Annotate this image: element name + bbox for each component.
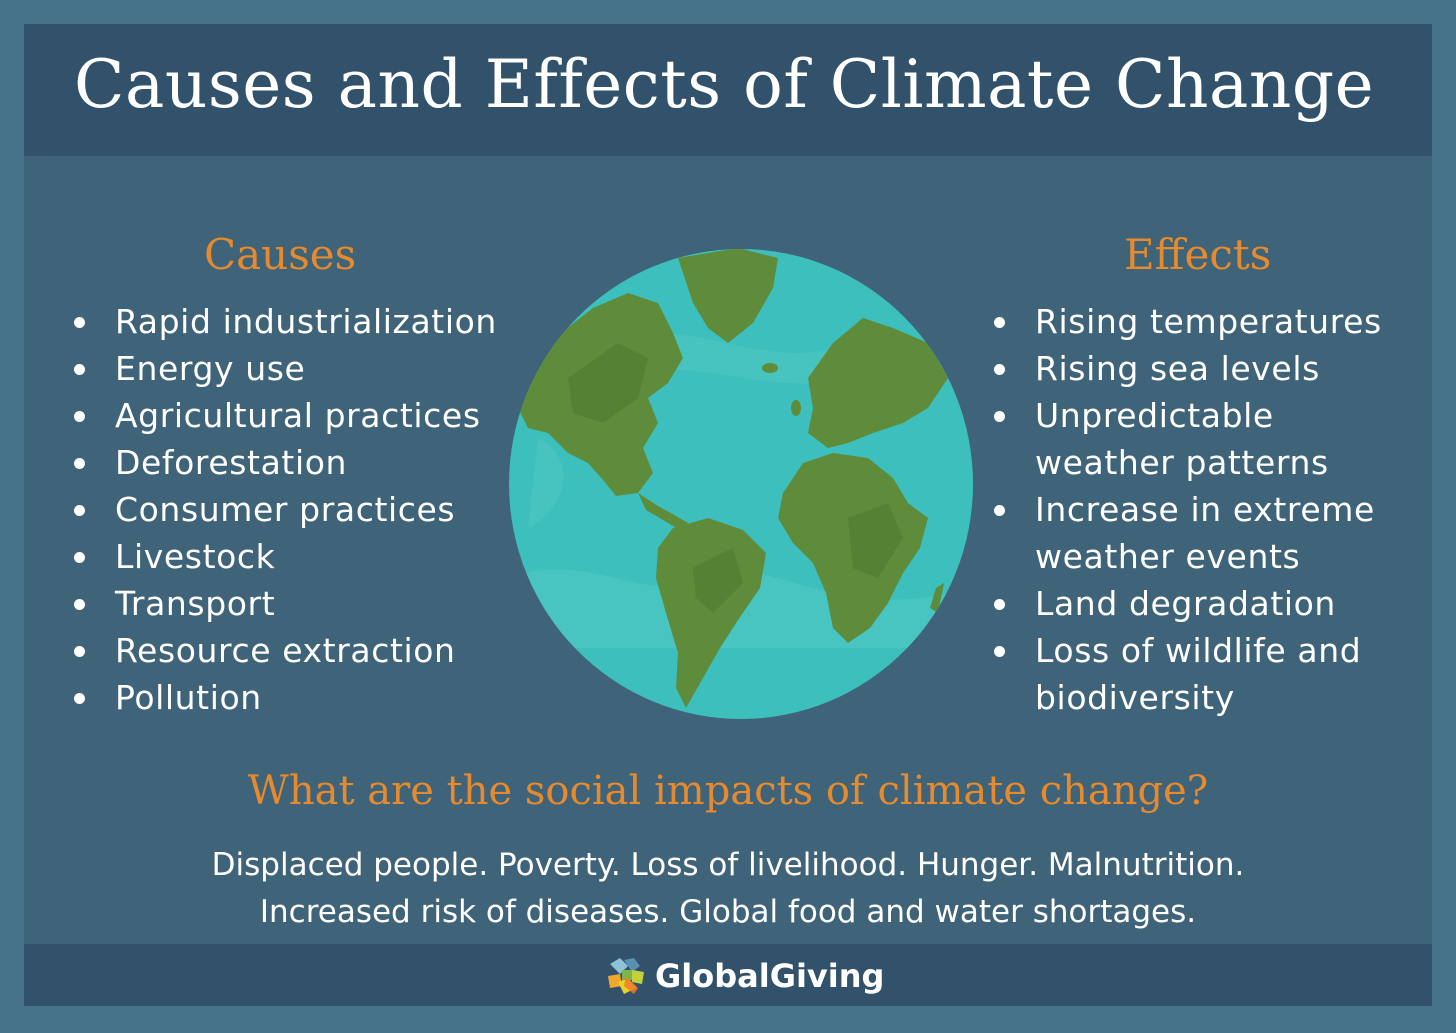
cause-item: Agricultural practices (49, 392, 519, 439)
globalgiving-logo-icon (608, 958, 644, 994)
cause-item: Transport (49, 580, 519, 627)
effect-item: Unpredictable weather patterns (969, 392, 1335, 486)
globalgiving-logo: GlobalGiving (606, 956, 884, 996)
social-impacts-text: Displaced people. Poverty. Loss of livel… (24, 842, 1432, 936)
effect-item: Rising temperatures (969, 298, 1409, 345)
effect-item: Rising sea levels (969, 345, 1409, 392)
effects-list: Rising temperatures Rising sea levels Un… (969, 298, 1409, 721)
earth-globe-icon (509, 249, 973, 719)
cause-item: Energy use (49, 345, 519, 392)
cause-item: Pollution (49, 674, 519, 721)
cause-item: Deforestation (49, 439, 519, 486)
title-bar: Causes and Effects of Climate Change (24, 24, 1432, 156)
social-impacts-line: Increased risk of diseases. Global food … (259, 894, 1197, 930)
footer-bar: GlobalGiving (24, 944, 1432, 1006)
effect-item: Land degradation (969, 580, 1409, 627)
social-impacts-line: Displaced people. Poverty. Loss of livel… (211, 847, 1245, 883)
effect-item: Loss of wildlife and biodiversity (969, 627, 1375, 721)
effect-item: Increase in extreme weather events (969, 486, 1375, 580)
page-title: Causes and Effects of Climate Change (74, 46, 1375, 123)
causes-heading: Causes (204, 230, 357, 279)
cause-item: Rapid industrialization (49, 298, 519, 345)
cause-item: Consumer practices (49, 486, 519, 533)
social-impacts-question: What are the social impacts of climate c… (247, 768, 1209, 814)
brand-name: GlobalGiving (655, 957, 885, 995)
cause-item: Resource extraction (49, 627, 519, 674)
effects-heading: Effects (1124, 230, 1272, 279)
causes-list: Rapid industrialization Energy use Agric… (49, 298, 519, 721)
infographic-panel: Causes and Effects of Climate Change Cau… (24, 24, 1432, 1006)
cause-item: Livestock (49, 533, 519, 580)
